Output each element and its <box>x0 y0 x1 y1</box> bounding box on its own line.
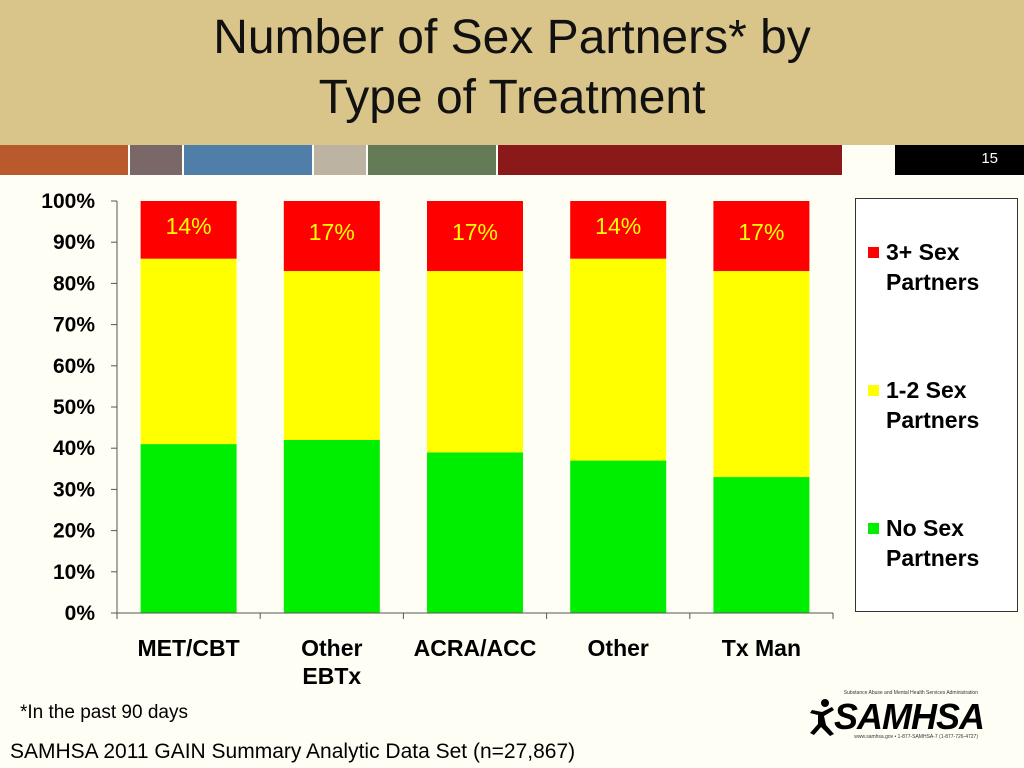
y-tick-label: 0% <box>65 602 96 625</box>
logo-tagline: Substance Abuse and Mental Health Servic… <box>843 690 978 696</box>
legend-label: Partners <box>886 269 980 295</box>
legend-item: 3+ Sex Partners <box>868 237 1013 297</box>
source-note: SAMHSA 2011 GAIN Summary Analytic Data S… <box>10 740 576 763</box>
y-tick-label: 100% <box>41 190 95 213</box>
logo-contact: www.samhsa.gov • 1-877-SAMHSA-7 (1-877-7… <box>854 734 978 740</box>
bar-segment <box>427 271 523 453</box>
y-tick-label: 20% <box>53 520 95 543</box>
bar-segment <box>570 460 667 613</box>
x-tick-label: EBTx <box>302 663 361 689</box>
bar-segment <box>570 201 667 259</box>
bar-segment <box>427 201 523 272</box>
bar-segment <box>713 271 810 478</box>
bar-segment <box>283 201 380 272</box>
data-label: 17% <box>309 219 355 245</box>
x-tick-label: Tx Man <box>722 635 801 661</box>
y-tick-label: 70% <box>53 314 95 337</box>
slide-number: 15 <box>895 145 1024 175</box>
slide-title: Number of Sex Partners* by Type of Treat… <box>0 8 1024 128</box>
bar-segment <box>283 271 380 440</box>
y-tick-label: 50% <box>53 396 95 419</box>
bar-segment <box>570 258 667 461</box>
stripe-segment <box>368 145 496 175</box>
y-tick-label: 90% <box>53 231 95 254</box>
legend-swatch <box>868 385 879 396</box>
legend-item: No Sex Partners <box>868 513 1013 573</box>
bar-segment <box>713 201 810 272</box>
color-stripe <box>0 145 1024 175</box>
title-banner: Number of Sex Partners* by Type of Treat… <box>0 0 1024 145</box>
slide-title-line-1: Number of Sex Partners* by <box>213 11 811 64</box>
y-tick-label: 60% <box>53 355 95 378</box>
stripe-segment <box>130 145 182 175</box>
stripe-segment <box>184 145 312 175</box>
bar-segment <box>140 444 237 613</box>
bar-segment <box>713 477 810 613</box>
figure-icon <box>810 699 834 736</box>
stacked-bar-chart: 0% 10% 20% 30% 40% 50% 60% 70% 80% 90% 100% MET/CBT… <box>41 190 834 689</box>
y-tick-label: 40% <box>53 437 95 460</box>
logo-wordmark: SAMHSA <box>834 696 985 737</box>
x-tick-label: ACRA/ACC <box>414 635 537 661</box>
samhsa-logo: Substance Abuse and Mental Health Servic… <box>808 690 985 740</box>
stripe-segment <box>314 145 366 175</box>
footnote: *In the past 90 days <box>20 702 188 723</box>
bar-segment <box>427 452 523 613</box>
legend-label: 3+ Sex <box>886 239 960 265</box>
y-tick-label: 30% <box>53 478 95 501</box>
data-label: 17% <box>738 219 784 245</box>
legend-label: Partners <box>886 407 980 433</box>
chart-legend: 3+ Sex Partners 1-2 Sex Partners No Sex Partn… <box>855 198 1018 612</box>
legend-swatch <box>868 247 879 258</box>
data-label: 17% <box>452 219 498 245</box>
legend-label: 1-2 Sex <box>886 377 967 403</box>
legend-label: Partners <box>886 545 980 571</box>
data-label: 14% <box>166 213 212 239</box>
stripe-segment <box>498 145 842 175</box>
data-label: 14% <box>595 213 641 239</box>
legend-label: No Sex <box>886 515 964 541</box>
y-tick-label: 10% <box>53 561 95 584</box>
stripe-segment <box>0 145 128 175</box>
bar-segment <box>140 201 237 259</box>
x-tick-label: MET/CBT <box>137 635 239 661</box>
legend-swatch <box>868 523 879 534</box>
bar-segment <box>140 258 237 445</box>
y-tick-label: 80% <box>53 272 95 295</box>
legend-item: 1-2 Sex Partners <box>868 375 1013 435</box>
x-tick-label: Other <box>301 635 362 661</box>
x-tick-label: Other <box>588 635 649 661</box>
slide-title-line-2: Type of Treatment <box>318 71 706 124</box>
bar-segment <box>283 439 380 613</box>
